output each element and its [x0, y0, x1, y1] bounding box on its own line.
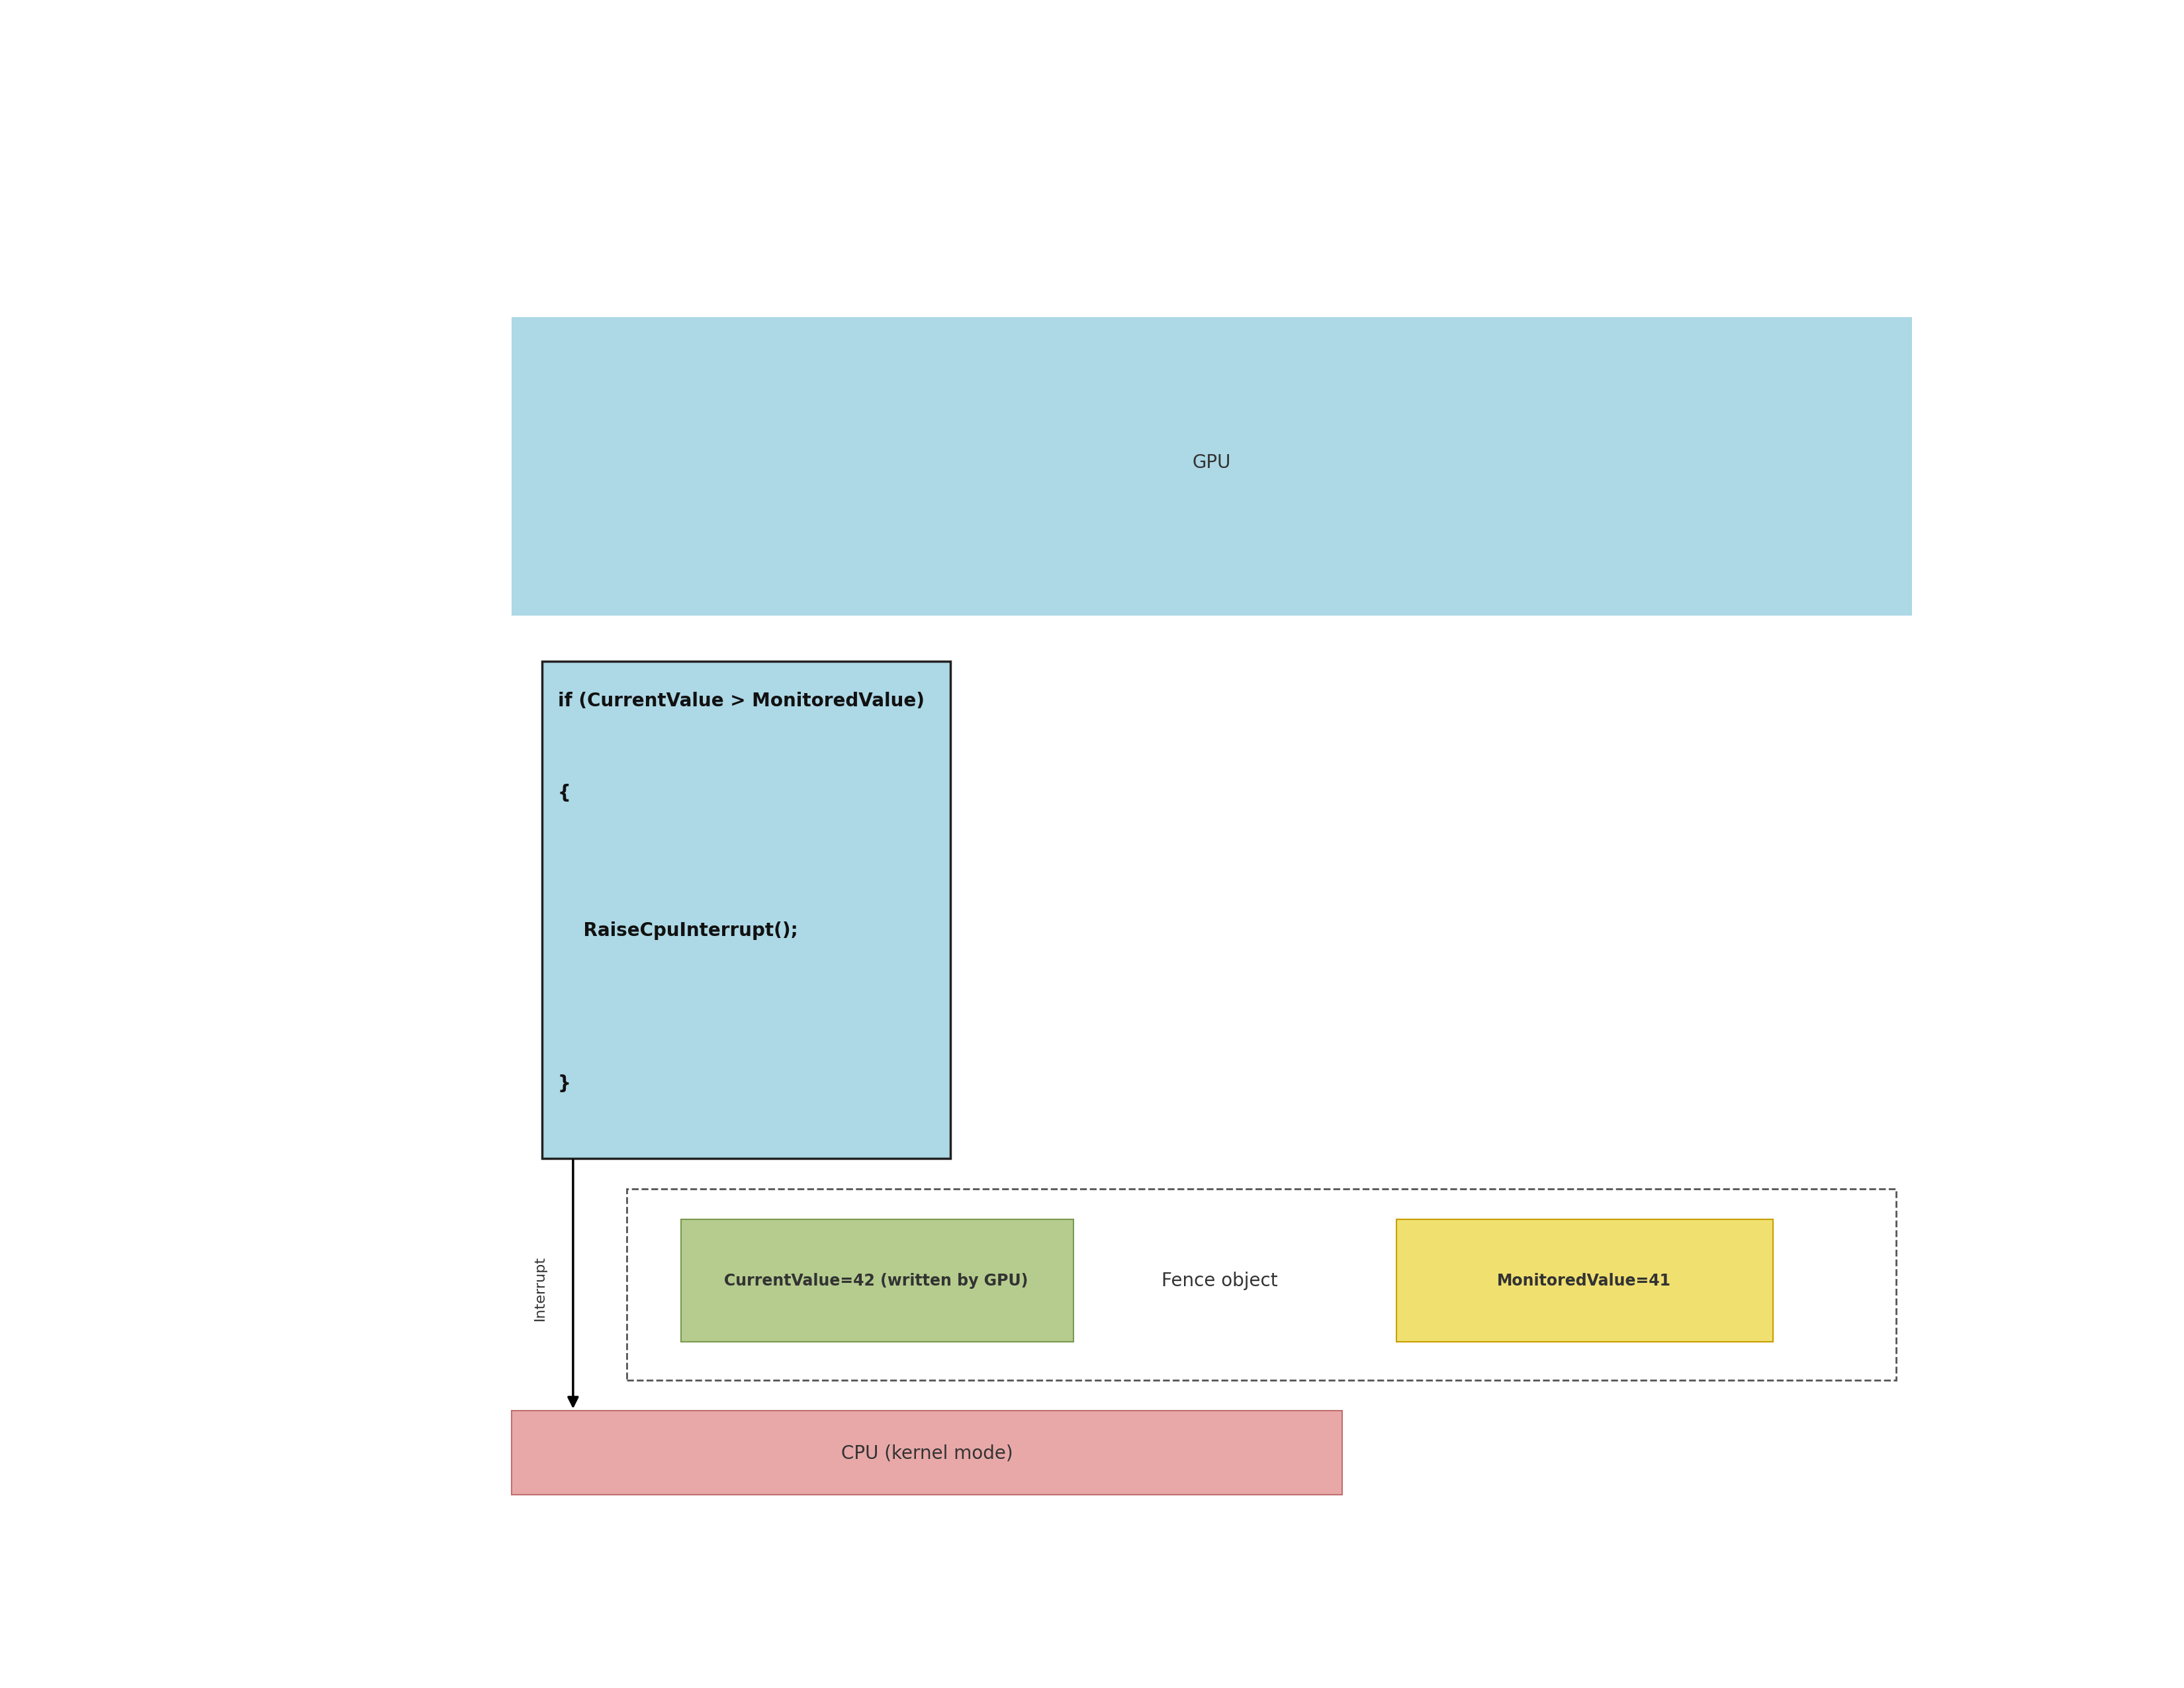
Text: CPU (kernel mode): CPU (kernel mode) — [841, 1445, 1013, 1463]
Text: MonitoredValue=41: MonitoredValue=41 — [1496, 1273, 1671, 1288]
Text: CurrentValue=42 (written by GPU): CurrentValue=42 (written by GPU) — [725, 1273, 1029, 1288]
Text: Fence object: Fence object — [1162, 1271, 1278, 1290]
Bar — [681, 1219, 1072, 1342]
Text: RaiseCpuInterrupt();: RaiseCpuInterrupt(); — [557, 922, 797, 940]
Bar — [1396, 1219, 1773, 1342]
Bar — [511, 1411, 1343, 1494]
Text: {: { — [557, 783, 570, 802]
Bar — [511, 317, 1911, 616]
Text: Interrupt: Interrupt — [533, 1256, 546, 1320]
Bar — [627, 1188, 1896, 1381]
Text: if (CurrentValue > MonitoredValue): if (CurrentValue > MonitoredValue) — [557, 692, 924, 711]
Text: }: } — [557, 1074, 570, 1092]
Text: GPU: GPU — [1192, 454, 1232, 471]
Bar — [542, 662, 950, 1158]
